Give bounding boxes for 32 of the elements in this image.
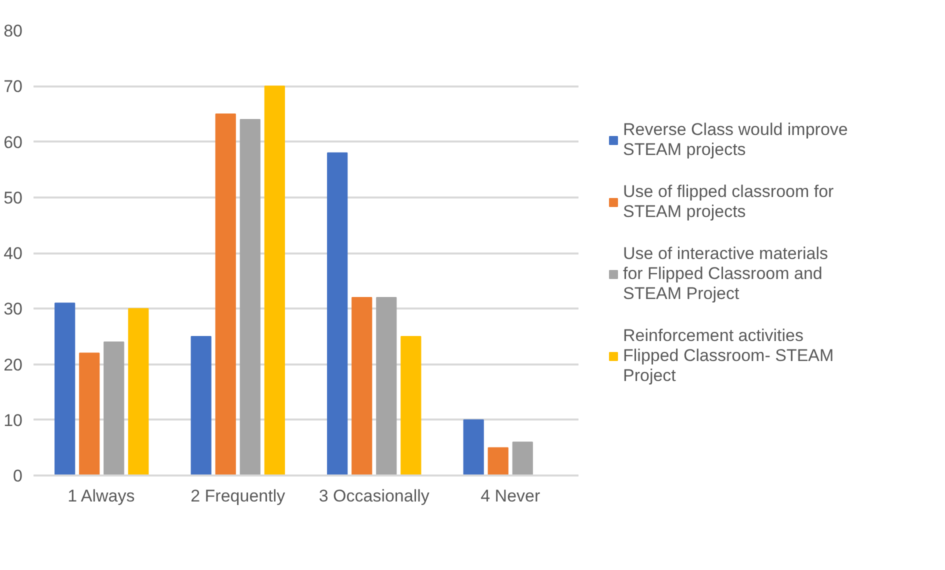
x-tick-label: 3 Occasionally [318, 486, 430, 506]
y-tick-label: 70 [4, 77, 23, 96]
legend-label: Reinforcement activities Flipped Classroom- STEAM Project [623, 326, 834, 386]
bar [488, 447, 508, 476]
bar [215, 113, 236, 476]
y-tick-label: 20 [4, 355, 23, 374]
y-tick-label: 80 [4, 22, 23, 40]
y-tick-label: 40 [4, 244, 23, 263]
y-tick-label: 0 [13, 466, 23, 486]
bar [104, 342, 124, 476]
legend-label: Reverse Class would improve STEAM projects [623, 120, 848, 160]
y-tick-label: 60 [4, 132, 23, 152]
bar [240, 119, 260, 476]
x-tick-label: 2 Frequently [190, 486, 286, 506]
bar [376, 297, 397, 476]
bar [400, 336, 422, 476]
y-tick-label: 50 [4, 188, 23, 208]
bar [128, 308, 149, 476]
bar [352, 297, 372, 476]
bar [264, 86, 285, 476]
x-tick-label: 1 Always [68, 486, 135, 506]
bar [190, 336, 212, 476]
y-tick-label: 10 [4, 410, 23, 430]
legend-label: Use of flipped classroom for STEAM projects [623, 182, 834, 222]
bar [79, 352, 100, 476]
y-tick-label: 30 [4, 300, 23, 319]
bar [463, 419, 484, 476]
legend-label: Use of interactive materials for Flipped Classroom and STEAM Project [623, 244, 828, 304]
x-tick-label: 4 Never [480, 486, 540, 506]
bar [327, 152, 348, 476]
bar [54, 302, 76, 476]
bar [512, 442, 533, 476]
